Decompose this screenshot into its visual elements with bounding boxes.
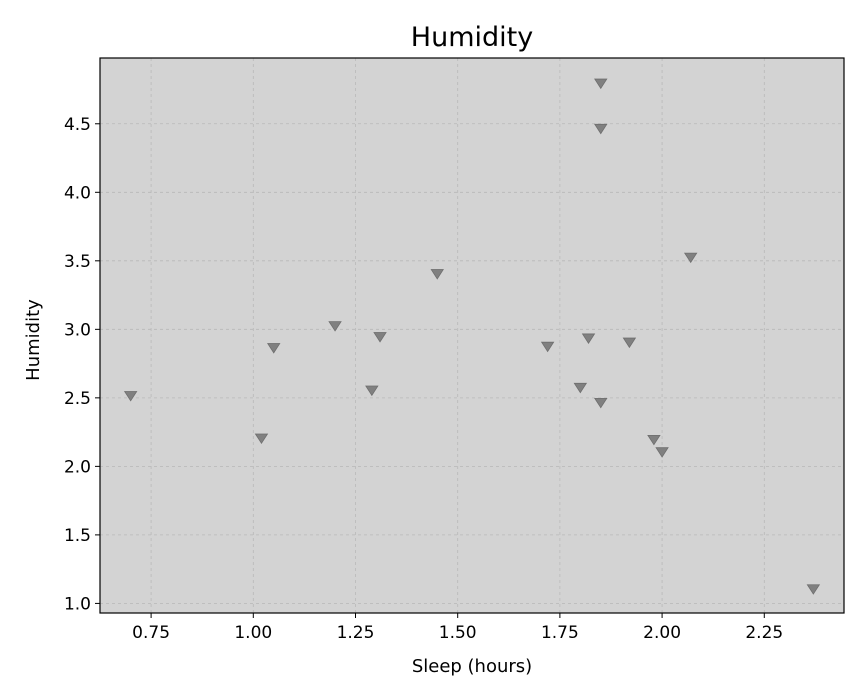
y-tick-label: 3.5	[64, 252, 91, 272]
y-tick-label: 4.5	[64, 115, 91, 135]
data-point	[655, 447, 669, 458]
y-tick-label: 1.0	[64, 594, 91, 614]
data-points	[123, 78, 821, 595]
x-axis-label: Sleep (hours)	[412, 656, 532, 677]
data-point	[647, 434, 661, 446]
y-axis-label: Humidity	[23, 299, 44, 381]
x-tick-label: 2.00	[643, 623, 681, 643]
data-point	[806, 584, 821, 595]
data-point	[328, 321, 342, 332]
y-tick-label: 1.5	[64, 526, 91, 546]
data-point	[594, 397, 608, 409]
grid	[100, 58, 844, 613]
data-point	[573, 382, 588, 394]
x-tick-label: 1.25	[337, 623, 375, 643]
data-point	[622, 337, 637, 349]
x-axis-ticks: 0.75 1.00 1.25 1.50 1.75 2.00 2.25	[132, 613, 783, 643]
y-tick-label: 2.0	[64, 457, 91, 477]
data-point	[594, 78, 608, 90]
data-point	[365, 385, 379, 397]
data-point	[430, 269, 444, 280]
x-tick-label: 1.50	[439, 623, 477, 643]
plot-frame	[99, 57, 845, 614]
data-point	[123, 391, 138, 402]
x-tick-label: 2.25	[745, 623, 783, 643]
chart-title: Humidity	[411, 22, 533, 53]
x-tick-label: 1.00	[234, 623, 272, 643]
y-tick-label: 4.0	[64, 183, 91, 203]
data-point	[581, 333, 596, 344]
data-point	[267, 343, 281, 354]
plot-area	[100, 58, 844, 613]
y-tick-label: 2.5	[64, 389, 91, 409]
data-point	[540, 341, 555, 353]
data-point	[254, 433, 269, 445]
y-axis-ticks: 1.0 1.5 2.0 2.5 3.0 3.5 4.0 4.5	[64, 115, 100, 614]
data-point	[683, 252, 698, 264]
data-point	[594, 123, 608, 135]
data-point	[373, 332, 387, 343]
y-tick-label: 3.0	[64, 320, 91, 340]
x-tick-label: 0.75	[132, 623, 170, 643]
x-tick-label: 1.75	[541, 623, 579, 643]
